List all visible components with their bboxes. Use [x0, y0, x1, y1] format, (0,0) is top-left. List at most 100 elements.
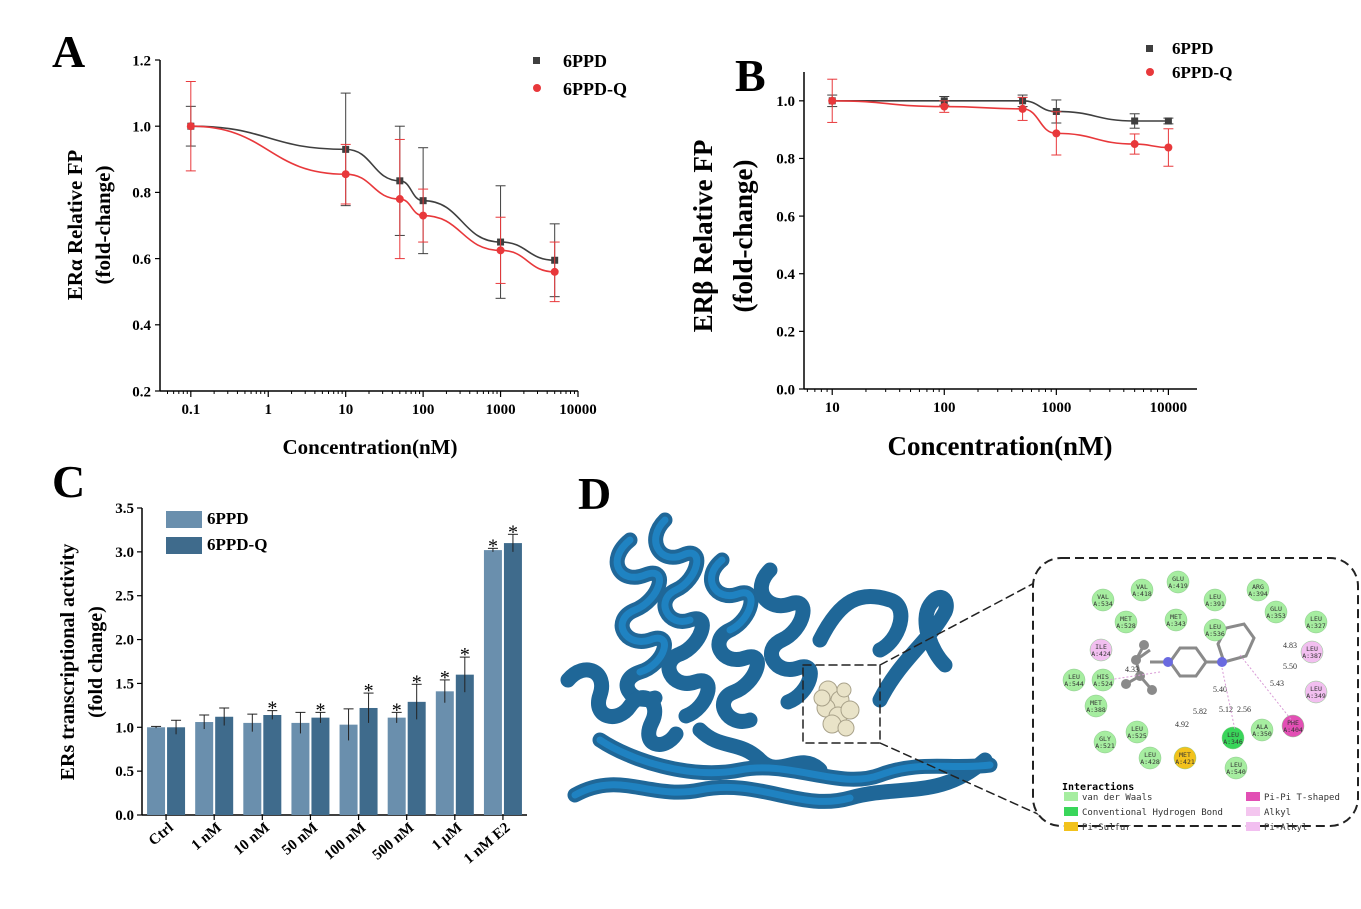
y-tick-label: 0.8 — [132, 186, 151, 202]
residue-node — [1203, 588, 1227, 612]
residue-label: A:391 — [1205, 600, 1225, 608]
chart-a: ERα Relative FP (fold-change) Concentrat… — [63, 51, 627, 459]
residue-label: A:428 — [1140, 758, 1160, 766]
residue-label: ARG — [1252, 583, 1264, 591]
residue-label: LEU — [1227, 731, 1239, 739]
residue-node — [1164, 608, 1188, 632]
residue-label: PHE — [1287, 719, 1299, 727]
residue-label: A:388 — [1086, 706, 1106, 714]
data-point — [828, 96, 837, 105]
residue-node — [1250, 718, 1274, 742]
data-point — [186, 122, 195, 131]
residue-node — [1062, 668, 1086, 692]
legend-label: Pi-Pi T-shaped — [1264, 793, 1340, 803]
data-point — [1164, 143, 1173, 152]
legend-marker-1 — [533, 57, 540, 64]
residue-label: LEU — [1131, 725, 1143, 733]
legend-label: Pi-Sulfur — [1082, 823, 1131, 833]
y-tick-label: 3.0 — [115, 545, 134, 561]
chart-a-ylabel-2: (fold-change) — [91, 166, 115, 285]
residue-label: VAL — [1097, 593, 1109, 601]
residue-label: A:418 — [1132, 590, 1152, 598]
chart-b-ylabel-2: (fold-change) — [728, 160, 758, 313]
panel-label-d: D — [578, 468, 611, 519]
residue-label: A:544 — [1064, 680, 1084, 688]
residue-label: A:349 — [1306, 692, 1326, 700]
data-point — [1052, 129, 1061, 138]
legend-swatch — [1064, 807, 1078, 816]
residue-label: A:419 — [1168, 582, 1188, 590]
legend-label: Pi-Alkyl — [1264, 823, 1307, 833]
residue-label: A:524 — [1093, 680, 1113, 688]
x-tick-label: 10000 — [559, 402, 597, 418]
residue-node — [1166, 570, 1190, 594]
residue-label: A:387 — [1302, 652, 1322, 660]
y-tick-label: 0.4 — [132, 318, 151, 334]
distance-label: 5.43 — [1270, 679, 1284, 688]
distance-label: 5.40 — [1213, 685, 1227, 694]
residue-label: GLU — [1172, 575, 1184, 583]
legend-marker-2 — [533, 84, 541, 92]
x-tick-label: 10 — [338, 402, 353, 418]
residue-label: LEU — [1209, 593, 1221, 601]
y-tick-label: 0.0 — [776, 382, 795, 398]
binding-site-box — [802, 664, 881, 744]
chart-b-xlabel: Concentration(nM) — [888, 431, 1113, 461]
bar — [243, 722, 262, 815]
residue-label: A:534 — [1093, 600, 1113, 608]
residue-node — [1084, 694, 1108, 718]
residue-label: VAL — [1136, 583, 1148, 591]
distance-label: 4.33 — [1125, 665, 1139, 674]
x-tick-label: 10000 — [1150, 400, 1188, 416]
significance-marker: * — [364, 680, 374, 702]
residue-label: LEU — [1306, 645, 1318, 653]
residue-label: MET — [1090, 699, 1102, 707]
y-tick-label: 0.6 — [776, 209, 795, 225]
bar — [359, 707, 378, 815]
protein-ribbon — [560, 512, 1041, 816]
legend-swatch — [1246, 822, 1260, 831]
y-tick-label: 1.5 — [115, 676, 134, 692]
data-point — [1018, 104, 1027, 113]
residue-label: A:350 — [1252, 730, 1272, 738]
chart-a-xlabel: Concentration(nM) — [283, 435, 458, 459]
panel-label-a: A — [52, 26, 85, 77]
residue-label: A:343 — [1166, 620, 1186, 628]
residue-node — [1091, 588, 1115, 612]
x-tick-label: 1 μM — [429, 820, 465, 854]
residue-node — [1224, 756, 1248, 780]
x-tick-label: 1000 — [486, 402, 516, 418]
legend-swatch — [1246, 807, 1260, 816]
legend-swatch — [1064, 822, 1078, 831]
residue-node — [1089, 638, 1113, 662]
significance-marker: * — [315, 699, 325, 721]
data-point — [1131, 117, 1139, 125]
bar — [503, 543, 522, 815]
data-point — [550, 267, 559, 276]
data-point — [496, 246, 505, 255]
interaction-legend-title: Interactions — [1062, 781, 1134, 793]
residue-label: GLY — [1099, 735, 1111, 743]
legend-label: Conventional Hydrogen Bond — [1082, 808, 1223, 818]
chart-c-legend-6ppdq: 6PPD-Q — [207, 535, 267, 554]
chart-b: ERβ Relative FP (fold-change) Concentrat… — [688, 39, 1232, 461]
data-point — [1164, 117, 1172, 125]
residue-node — [1281, 714, 1305, 738]
bar — [263, 715, 282, 815]
y-tick-label: 1.0 — [132, 119, 151, 135]
y-tick-label: 1.2 — [132, 53, 151, 69]
residue-node — [1114, 610, 1138, 634]
distance-label: 5.12 — [1219, 705, 1233, 714]
residue-label: A:394 — [1248, 590, 1268, 598]
residue-label: A:346 — [1223, 738, 1243, 746]
distance-label: 4.92 — [1175, 720, 1189, 729]
legend-marker-2 — [1146, 68, 1154, 76]
bar — [407, 701, 426, 815]
residue-node — [1125, 720, 1149, 744]
residue-node — [1246, 578, 1270, 602]
y-tick-label: 1.0 — [115, 720, 134, 736]
y-tick-label: 3.5 — [115, 501, 134, 517]
data-point — [1130, 140, 1139, 149]
residue-label: A:424 — [1091, 650, 1111, 658]
residue-label: LEU — [1068, 673, 1080, 681]
